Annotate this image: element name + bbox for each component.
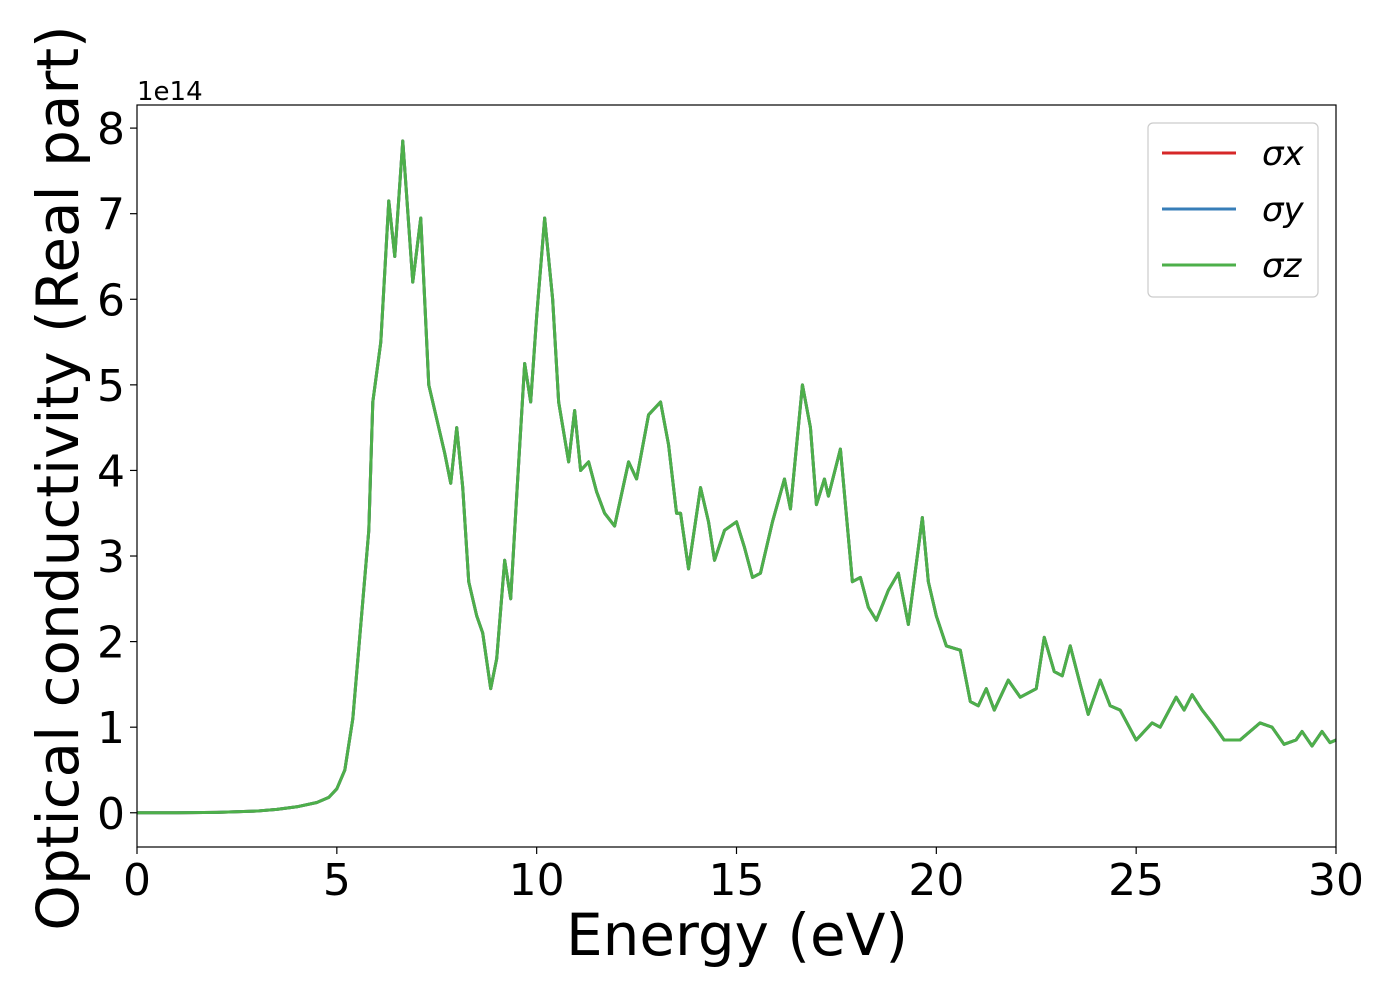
y-tick-label: 2 [97,618,125,669]
line-series [137,139,1337,815]
x-tick-label: 0 [123,855,151,906]
x-axis-label: Energy (eV) [566,901,908,969]
y-tick-label: 3 [97,532,125,583]
y-tick-label: 7 [97,190,125,241]
y-tick-label: 1 [97,703,125,754]
y-tick-label: 8 [97,104,125,155]
x-tick-label: 30 [1308,855,1364,906]
y-tick-label: 6 [97,275,125,326]
x-tick-label: 15 [709,855,765,906]
x-tick-label: 10 [509,855,565,906]
y-tick-label: 5 [97,361,125,412]
legend-label: σx [1262,134,1305,174]
x-tick-label: 25 [1108,855,1164,906]
offset-label: 1e14 [137,77,203,107]
y-tick-label: 4 [97,446,125,497]
legend-label: σy [1262,190,1305,230]
x-tick-label: 20 [908,855,964,906]
y-axis-label: Optical conductivity (Real part) [24,25,92,930]
legend-label: σz [1262,246,1303,286]
x-tick-label: 5 [323,855,351,906]
y-tick-label: 0 [97,789,125,840]
plot-frame [136,104,1337,848]
